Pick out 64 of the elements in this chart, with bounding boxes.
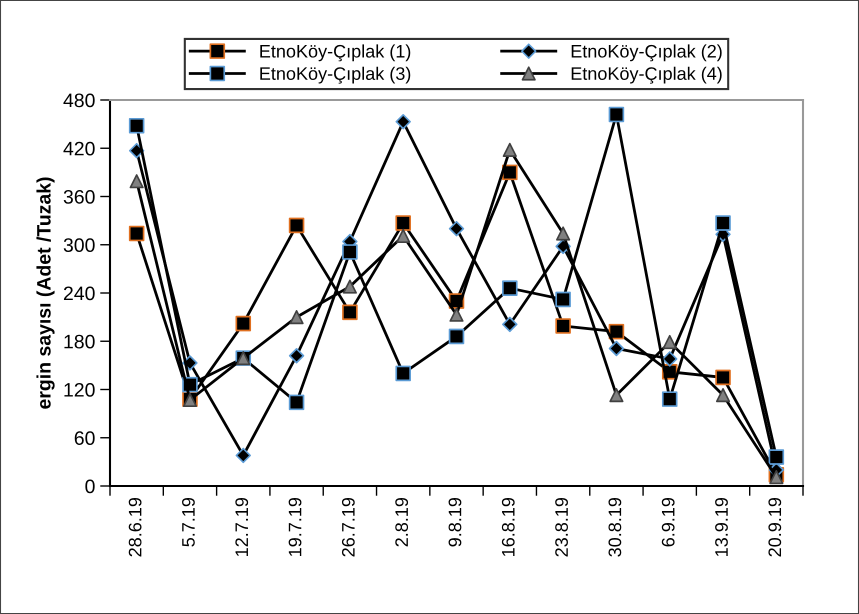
point bbox=[769, 470, 784, 484]
point bbox=[236, 448, 251, 464]
y-tick-label: 0 bbox=[85, 479, 95, 494]
point bbox=[502, 142, 517, 157]
y-tick-label: 120 bbox=[64, 382, 95, 397]
x-tick-label: 6.9.19 bbox=[662, 498, 675, 546]
point bbox=[608, 324, 624, 340]
x-tick-label: 13.9.19 bbox=[715, 498, 728, 556]
point bbox=[662, 334, 677, 350]
point bbox=[288, 218, 304, 234]
point bbox=[288, 348, 304, 364]
point bbox=[395, 366, 411, 382]
y-tick-label: 240 bbox=[64, 286, 95, 300]
point bbox=[608, 106, 624, 122]
y-tick-label: 420 bbox=[63, 142, 95, 156]
point bbox=[662, 351, 678, 367]
point bbox=[128, 226, 144, 242]
point bbox=[128, 118, 144, 134]
point bbox=[395, 114, 411, 130]
point bbox=[556, 226, 570, 241]
point bbox=[502, 316, 518, 332]
point bbox=[396, 228, 410, 243]
point bbox=[449, 308, 464, 322]
point bbox=[448, 220, 464, 236]
y-tick-label: 360 bbox=[64, 190, 95, 204]
x-tick-label: 26.7.19 bbox=[342, 498, 355, 556]
x-tick-label: 16.8.19 bbox=[502, 498, 515, 556]
x-tick-label: 30.8.19 bbox=[608, 498, 622, 557]
y-tick-label: 60 bbox=[74, 431, 95, 445]
point bbox=[342, 279, 357, 294]
legend-label: EtnoKöy-Çıplak (1) bbox=[260, 44, 410, 62]
point bbox=[662, 391, 678, 407]
point bbox=[235, 316, 252, 332]
point bbox=[502, 280, 518, 296]
legend-label: EtnoKöy-Çıplak (3) bbox=[260, 66, 410, 84]
y-tick-label: 480 bbox=[63, 93, 95, 108]
point bbox=[716, 388, 730, 402]
point bbox=[342, 244, 358, 260]
x-tick-label: 5.7.19 bbox=[182, 498, 195, 547]
point bbox=[342, 304, 358, 320]
point bbox=[715, 215, 731, 231]
x-tick-label: 23.8.19 bbox=[555, 498, 568, 556]
x-tick-label: 2.8.19 bbox=[395, 498, 408, 546]
point bbox=[608, 340, 624, 356]
point bbox=[555, 318, 571, 334]
point bbox=[715, 370, 731, 386]
x-tick-label: 28.6.19 bbox=[128, 498, 142, 556]
point bbox=[288, 394, 304, 410]
y-tick-label: 180 bbox=[64, 334, 95, 348]
point bbox=[609, 388, 624, 402]
point bbox=[555, 292, 571, 308]
point bbox=[768, 449, 784, 465]
x-tick-label: 19.7.19 bbox=[288, 498, 302, 556]
point bbox=[395, 215, 411, 231]
legend-label: EtnoKöy-Çıplak (2) bbox=[572, 44, 722, 62]
legend-label: EtnoKöy-Çıplak (4) bbox=[572, 66, 722, 84]
point bbox=[130, 174, 144, 188]
x-tick-label: 12.7.19 bbox=[235, 498, 248, 556]
x-tick-label: 9.8.19 bbox=[448, 498, 462, 546]
point bbox=[448, 328, 464, 344]
point bbox=[289, 310, 304, 324]
y-axis-title: ergin sayısı (Adet /Tuzak) bbox=[36, 177, 55, 409]
y-tick-label: 300 bbox=[64, 238, 95, 252]
x-tick-label: 20.9.19 bbox=[768, 498, 782, 556]
